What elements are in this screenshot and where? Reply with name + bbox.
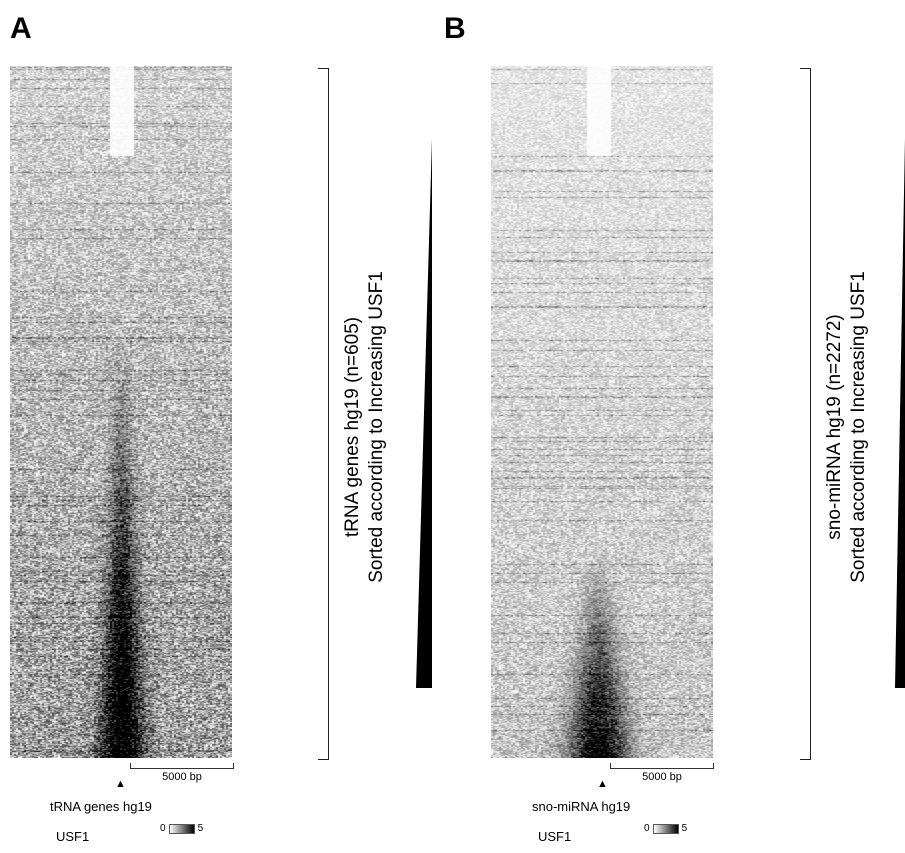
colorbar-max-b: 5: [681, 823, 688, 834]
scale-label-b: 5000 bp: [642, 771, 682, 783]
sort-label-b: Sorted according to Increasing USF1: [848, 271, 869, 583]
sort-wedge-a: [416, 138, 432, 688]
region-label-b: sno-miRNA hg19: [532, 799, 631, 814]
colorbar-max-a: 5: [197, 823, 204, 834]
panel-letter-b: B: [444, 12, 466, 45]
colorbar-gradient-a: [168, 823, 195, 834]
row-count-label-a: tRNA genes hg19 (n=605): [342, 316, 363, 538]
row-count-label-b: sno-miRNA hg19 (n=2272): [824, 314, 845, 540]
row-label-b: sno-miRNA hg19 (n=2272) Sorted according…: [823, 267, 877, 587]
colorbar-min-b: 0: [644, 823, 650, 834]
track-label-b: USF1: [538, 829, 572, 844]
colorbar-gradient-b: [652, 823, 679, 834]
sort-label-a: Sorted according to Increasing USF1: [366, 271, 387, 583]
colorbar-min-a: 0: [160, 823, 166, 834]
heatmap-b: [491, 66, 713, 758]
scale-bar-a: [130, 763, 234, 769]
colorbar-b: 0 5: [644, 823, 687, 834]
track-label-a: USF1: [56, 829, 90, 844]
colorbar-a: 0 5: [160, 823, 203, 834]
row-bracket-b: [800, 68, 811, 760]
heatmap-a: [10, 66, 232, 758]
panel-letter-a: A: [10, 12, 32, 45]
tss-marker-b: ▲: [597, 778, 608, 790]
scale-bar-b: [610, 763, 714, 769]
row-bracket-a: [318, 68, 329, 760]
sort-wedge-b: [895, 138, 905, 688]
scale-label-a: 5000 bp: [162, 771, 202, 783]
region-label-a: tRNA genes hg19: [50, 799, 152, 814]
row-label-a: tRNA genes hg19 (n=605) Sorted according…: [341, 267, 395, 587]
tss-marker-a: ▲: [115, 778, 126, 790]
